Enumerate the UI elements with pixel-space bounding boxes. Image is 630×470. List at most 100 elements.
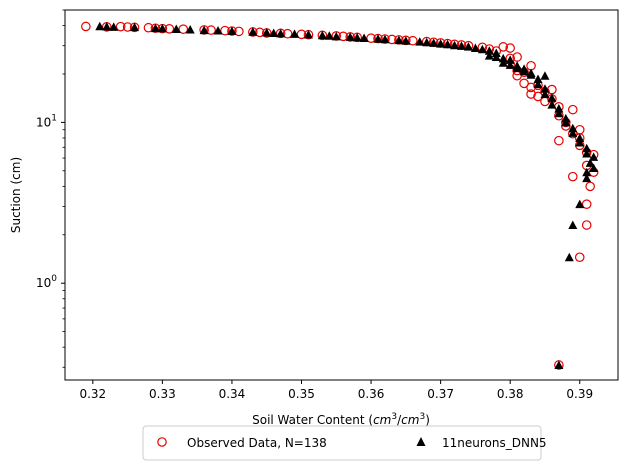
observed-point <box>498 42 509 52</box>
dnn-point <box>331 31 341 41</box>
legend: Observed Data, N=138 11neurons_DNN5 <box>142 425 547 461</box>
dnn-point <box>130 22 140 32</box>
observed-point <box>206 25 216 35</box>
dnn-point <box>276 28 286 38</box>
dnn-point <box>554 360 564 369</box>
y-tick-label: 101 <box>36 113 57 129</box>
dnn-point <box>582 143 592 153</box>
dnn-point <box>505 55 515 64</box>
observed-point <box>143 22 154 33</box>
dnn-point <box>575 133 585 142</box>
dnn-point <box>498 53 508 63</box>
dnn-point <box>185 25 195 34</box>
x-tick-label: 0.36 <box>358 387 385 401</box>
dnn-point <box>324 31 334 40</box>
dnn-point <box>561 117 571 127</box>
dnn-point <box>585 158 595 167</box>
observed-point <box>296 29 307 40</box>
observed-point <box>505 43 515 53</box>
dnn-point <box>429 38 439 47</box>
dnn-point <box>484 46 494 55</box>
observed-point <box>122 22 133 32</box>
dnn-point <box>415 37 425 46</box>
observed-point <box>567 104 578 115</box>
dnn-point <box>589 152 599 161</box>
observed-point <box>178 24 189 34</box>
dnn-point <box>512 61 522 70</box>
dnn-point <box>564 252 574 262</box>
dnn-point <box>102 21 112 31</box>
dnn-point <box>491 48 501 58</box>
observed-point <box>585 181 595 192</box>
dnn-point <box>290 29 300 38</box>
dnn-point <box>150 23 160 33</box>
observed-point <box>554 135 564 146</box>
dnn-point <box>352 33 362 42</box>
dnn-point <box>463 42 473 51</box>
dnn-point <box>373 34 383 43</box>
dnn-point <box>213 25 223 35</box>
dnn-point <box>227 26 237 36</box>
x-tick-label: 0.37 <box>427 387 454 401</box>
x-tick-label: 0.38 <box>497 387 524 401</box>
plot-area-frame <box>64 9 619 381</box>
observed-point <box>574 124 585 135</box>
dnn-point <box>582 173 592 183</box>
x-tick-label: 0.34 <box>219 387 246 401</box>
dnn-point <box>547 100 557 109</box>
dnn-point <box>526 68 536 77</box>
dnn-point <box>533 74 543 84</box>
dnn-point <box>95 21 105 31</box>
dnn-point <box>450 40 460 50</box>
y-tick-label: 100 <box>36 274 57 290</box>
observed-point <box>115 21 126 32</box>
dnn-point <box>540 71 550 80</box>
observed-point <box>338 31 349 42</box>
dnn-point <box>456 41 466 50</box>
legend-marker-dnn <box>416 437 426 446</box>
observed-point <box>574 252 585 263</box>
observed-point <box>282 28 293 39</box>
dnn-point <box>262 28 272 37</box>
dnn-point <box>157 23 167 33</box>
observed-point <box>519 78 529 89</box>
dnn-point <box>269 28 279 37</box>
legend-marker-observed <box>157 437 167 447</box>
observed-point <box>581 220 592 230</box>
dnn-point <box>540 89 550 99</box>
x-tick-label: 0.35 <box>288 387 315 401</box>
dnn-point <box>498 58 508 67</box>
observed-point <box>81 21 91 32</box>
dnn-point <box>443 39 453 49</box>
observed-point <box>526 89 536 99</box>
dnn-point <box>470 43 480 53</box>
dnn-point <box>582 149 592 158</box>
observed-point <box>164 23 175 34</box>
dnn-point <box>568 123 578 133</box>
dnn-point <box>519 64 529 73</box>
dnn-point <box>477 44 487 54</box>
dnn-point <box>575 137 585 147</box>
observed-point <box>234 26 244 37</box>
dnn-point <box>505 60 515 69</box>
dnn-point <box>547 93 557 102</box>
legend-label-observed: Observed Data, N=138 <box>187 436 327 450</box>
dnn-point <box>575 199 585 209</box>
x-axis-label: Soil Water Content (cm3/cm3) <box>252 412 430 427</box>
dnn-point <box>199 25 209 35</box>
legend-box <box>142 425 542 461</box>
observed-point <box>220 25 230 36</box>
dnn-point <box>554 104 564 113</box>
x-tick-label: 0.39 <box>566 387 593 401</box>
y-axis-label: Suction (cm) <box>9 157 23 233</box>
dnn-point <box>484 51 494 60</box>
observed-point <box>407 35 418 46</box>
x-tick-label: 0.33 <box>149 387 176 401</box>
dnn-point <box>568 128 578 137</box>
dnn-point <box>394 35 404 45</box>
dnn-point <box>401 36 411 45</box>
dnn-point <box>554 108 564 118</box>
observed-point <box>567 171 578 182</box>
dnn-point <box>436 39 446 48</box>
